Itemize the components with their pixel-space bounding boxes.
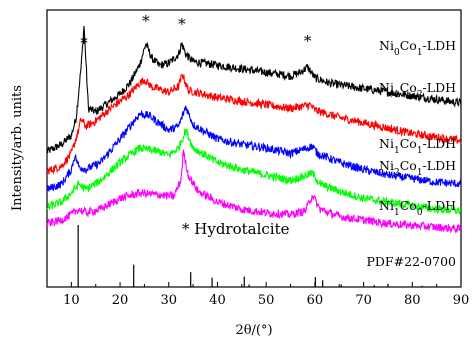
series-line-0 — [46, 25, 462, 154]
series-label-1: Ni1Co2-LDH — [379, 80, 456, 100]
series-line-1 — [46, 73, 462, 175]
plot-frame — [46, 9, 462, 288]
x-axis-ticks: 10 20 30 40 50 60 70 80 90 — [46, 282, 470, 308]
x-tick-label: 40 — [209, 293, 226, 308]
x-tick-label: 30 — [160, 293, 177, 308]
series-label-2: Ni1Co1-LDH — [379, 136, 456, 156]
series-label-3: Ni2Co1-LDH — [379, 158, 456, 178]
x-tick-label: 50 — [258, 293, 275, 308]
x-axis-label: 2θ/(°) — [235, 323, 272, 338]
peak-marker: * — [178, 15, 186, 33]
series-line-4 — [46, 149, 462, 234]
series-label-4: Ni1Co0-LDH — [379, 198, 456, 218]
reference-sticks — [77, 225, 423, 287]
x-tick-label: 70 — [355, 293, 372, 308]
x-tick-label: 60 — [307, 293, 324, 308]
series-lines — [46, 25, 462, 234]
series-label-0: Ni0Co1-LDH — [379, 38, 456, 58]
peak-marker: * — [142, 12, 150, 30]
x-tick-label: 20 — [112, 293, 129, 308]
peak-markers: * * * * — [80, 12, 312, 52]
peak-marker: * — [80, 34, 88, 52]
series-line-2 — [46, 105, 462, 192]
reference-label: PDF#22-0700 — [366, 254, 456, 269]
x-tick-label: 80 — [404, 293, 421, 308]
y-axis-label: Intensity/arb. units — [10, 85, 25, 211]
peak-marker: * — [304, 32, 312, 50]
series-line-3 — [46, 128, 462, 215]
x-tick-label: 90 — [453, 293, 470, 308]
hydrotalcite-legend: * Hydrotalcite — [182, 220, 290, 238]
x-tick-label: 10 — [63, 293, 80, 308]
series-labels: Ni0Co1-LDH Ni1Co2-LDH Ni1Co1-LDHNi2Co1-LDH… — [379, 38, 456, 218]
